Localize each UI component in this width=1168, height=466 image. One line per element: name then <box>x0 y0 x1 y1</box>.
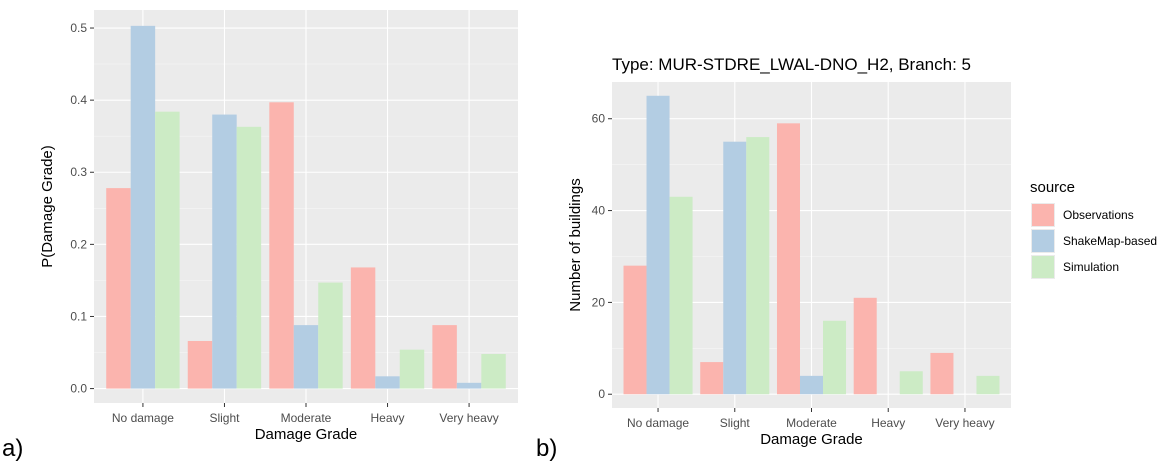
chart-a-ytick-label: 0.1 <box>70 309 87 323</box>
chart-b-bar <box>853 297 877 395</box>
chart-a-bar <box>269 102 294 389</box>
chart-b-ylabel: Number of buildings <box>567 178 584 311</box>
chart-a-ytick-label: 0.2 <box>70 237 87 251</box>
chart-b-xtick-label: Slight <box>720 416 751 430</box>
chart-b-ytick-label: 0 <box>598 387 605 401</box>
chart-a-bar <box>481 353 506 389</box>
chart-a-bar <box>130 25 156 389</box>
chart-b-ytick-label: 20 <box>592 295 606 309</box>
chart-a-ytick-label: 0.5 <box>70 21 87 35</box>
chart-a-ylabel: P(Damage Grade) <box>39 145 56 268</box>
chart-a-xtick-label: Heavy <box>371 411 405 425</box>
chart-a-bar <box>318 282 343 389</box>
chart-a-bar <box>236 126 262 389</box>
legend-title: source <box>1030 179 1075 196</box>
legend: source Observations ShakeMap-based Simulati… <box>1030 179 1157 279</box>
chart-b: 0 20 40 60 No damage Slight Moderate Heavy Very … <box>567 55 1011 448</box>
chart-a-bar <box>399 349 425 389</box>
chart-b-bar <box>746 137 770 395</box>
chart-b-bar <box>823 320 847 395</box>
chart-b-bar <box>623 265 647 395</box>
legend-label: ShakeMap-based <box>1063 234 1157 248</box>
chart-a-bar <box>375 376 400 389</box>
chart-b-bar <box>723 141 747 395</box>
legend-label: Observations <box>1063 208 1134 222</box>
chart-b-bar <box>930 352 954 395</box>
chart-b-ytick-label: 40 <box>592 204 606 218</box>
chart-a-bar <box>187 340 213 389</box>
chart-b-ytick-label: 60 <box>592 112 606 126</box>
chart-a: 0.0 0.1 0.2 0.3 0.4 0.5 No damage Slight Moderat… <box>39 10 518 443</box>
legend-swatch <box>1032 230 1054 252</box>
chart-b-bar <box>976 375 1000 395</box>
chart-a-bar <box>432 325 457 389</box>
chart-a-bar <box>350 267 376 389</box>
panel-label-b: b) <box>536 435 557 461</box>
chart-b-xtick-label: No damage <box>627 416 689 430</box>
legend-swatch <box>1032 204 1054 226</box>
legend-swatch <box>1032 256 1054 278</box>
chart-a-xtick-label: Moderate <box>281 411 332 425</box>
chart-a-ytick-label: 0.0 <box>70 382 87 396</box>
chart-b-xtick-label: Very heavy <box>935 416 994 430</box>
chart-a-xtick-label: Very heavy <box>439 411 498 425</box>
chart-b-xtick-label: Heavy <box>871 416 905 430</box>
chart-b-bar <box>899 371 923 395</box>
chart-b-bar <box>776 123 800 395</box>
chart-b-xlabel: Damage Grade <box>760 431 863 448</box>
legend-label: Simulation <box>1063 260 1119 274</box>
chart-b-title: Type: MUR-STDRE_LWAL-DNO_H2, Branch: 5 <box>612 55 971 74</box>
chart-a-xtick-label: No damage <box>112 411 174 425</box>
chart-b-bar <box>700 362 724 395</box>
panel-label-a: a) <box>2 435 23 461</box>
chart-a-bar <box>456 382 482 389</box>
chart-a-bar <box>155 111 180 389</box>
chart-a-xlabel: Damage Grade <box>255 426 358 443</box>
chart-a-ytick-label: 0.3 <box>70 165 87 179</box>
chart-a-bar <box>212 114 237 389</box>
chart-a-bar <box>293 325 319 389</box>
chart-b-bar <box>646 95 670 395</box>
chart-a-bar <box>106 188 131 389</box>
chart-b-bar <box>669 196 693 395</box>
chart-b-bar <box>799 375 824 395</box>
chart-b-xtick-label: Moderate <box>786 416 837 430</box>
chart-a-ytick-label: 0.4 <box>70 93 87 107</box>
chart-a-xtick-label: Slight <box>209 411 240 425</box>
